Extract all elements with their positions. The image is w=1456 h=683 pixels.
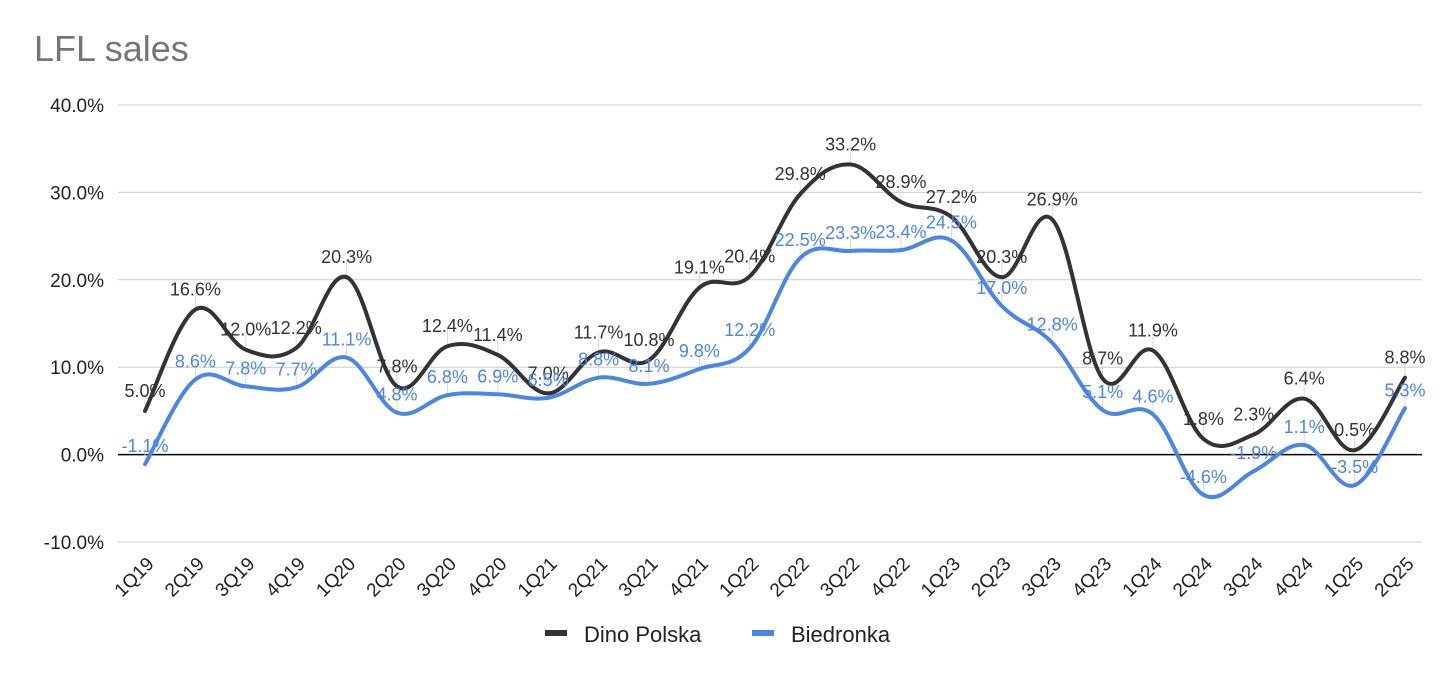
data-label-biedronka: 24.5% — [926, 212, 977, 232]
y-tick-label: 30.0% — [50, 183, 104, 204]
data-label-dino-polska: 12.4% — [422, 316, 473, 336]
data-label-biedronka: 5.3% — [1384, 380, 1425, 400]
x-tick-label: 4Q22 — [867, 554, 915, 602]
data-label-dino-polska: 8.8% — [1384, 348, 1425, 368]
data-label-dino-polska: 11.7% — [574, 322, 624, 342]
x-tick-label: 2Q25 — [1371, 554, 1419, 602]
data-label-dino-polska: 11.4% — [473, 325, 523, 345]
data-label-biedronka: 12.8% — [1027, 315, 1078, 335]
legend-swatch-biedronka[interactable] — [752, 630, 774, 636]
data-label-dino-polska: 2.3% — [1233, 404, 1274, 424]
y-axis-ticks: 40.0% 30.0% 20.0% 10.0% 0.0% -10.0% — [44, 96, 104, 554]
data-label-biedronka: 12.2% — [724, 320, 775, 340]
data-label-biedronka: 1.1% — [1284, 417, 1325, 437]
x-tick-label: 1Q23 — [917, 554, 965, 602]
data-label-biedronka: 4.6% — [1132, 386, 1173, 406]
legend-swatch-dino-polska[interactable] — [545, 630, 567, 636]
data-label-dino-polska: 7.0% — [528, 363, 569, 383]
data-label-dino-polska: 19.1% — [674, 258, 725, 278]
x-axis-ticks: 1Q19 2Q19 3Q19 4Q19 1Q20 2Q20 3Q20 4Q20 1Q21 2Q21… — [111, 553, 1419, 601]
y-tick-label: 10.0% — [50, 358, 104, 379]
data-label-dino-polska: 7.8% — [376, 356, 417, 376]
chart-title: LFL sales — [34, 28, 189, 69]
x-tick-label: 3Q20 — [413, 554, 461, 602]
data-label-dino-polska: 12.0% — [220, 320, 271, 340]
data-label-dino-polska: 20.3% — [321, 247, 372, 267]
y-tick-label: 0.0% — [61, 446, 104, 467]
data-label-dino-polska: 12.2% — [271, 318, 322, 338]
series-line-dino-polska — [143, 162, 1407, 453]
data-label-biedronka: 8.1% — [628, 356, 669, 376]
x-tick-label: 3Q23 — [1018, 554, 1066, 602]
x-tick-label: 3Q24 — [1220, 553, 1268, 601]
data-label-dino-polska: 20.3% — [976, 247, 1027, 267]
data-label-dino-polska: 27.2% — [926, 187, 977, 207]
data-label-dino-polska: 8.7% — [1082, 349, 1123, 369]
data-label-dino-polska: 26.9% — [1027, 189, 1078, 209]
x-tick-label: 2Q23 — [968, 554, 1016, 602]
data-labels: 5.0%16.6%12.0% 12.2%20.3%7.8%12.4% 11.4%7.… — [121, 134, 1425, 486]
x-tick-label: 1Q19 — [111, 554, 159, 602]
x-tick-label: 4Q19 — [262, 554, 310, 602]
data-label-biedronka: 6.9% — [477, 366, 518, 386]
data-label-biedronka: 9.8% — [679, 341, 720, 361]
data-label-dino-polska: 10.8% — [623, 330, 674, 350]
legend: Dino Polska Biedronka — [545, 622, 891, 647]
data-label-dino-polska: 20.4% — [724, 246, 775, 266]
x-tick-label: 2Q22 — [766, 554, 814, 602]
x-tick-label: 1Q24 — [1119, 553, 1167, 601]
data-label-dino-polska: 28.9% — [875, 172, 926, 192]
x-tick-label: 4Q23 — [1068, 554, 1116, 602]
x-tick-label: 3Q22 — [816, 554, 864, 602]
x-tick-label: 4Q24 — [1270, 553, 1318, 601]
data-label-biedronka: 8.8% — [578, 350, 619, 370]
data-label-dino-polska: 33.2% — [825, 134, 876, 154]
data-label-biedronka: 5.1% — [1082, 382, 1123, 402]
series-line-biedronka — [143, 235, 1407, 499]
legend-label-dino-polska[interactable]: Dino Polska — [584, 622, 702, 647]
data-label-biedronka: 17.0% — [976, 278, 1027, 298]
data-label-biedronka: 4.8% — [376, 385, 417, 405]
data-label-biedronka: 11.1% — [322, 330, 372, 350]
x-tick-label: 1Q20 — [312, 554, 360, 602]
x-tick-label: 4Q21 — [665, 554, 713, 602]
data-label-dino-polska: 11.9% — [1128, 321, 1178, 341]
data-label-biedronka: -3.5% — [1331, 457, 1378, 477]
x-tick-label: 1Q22 — [716, 554, 764, 602]
x-tick-label: 2Q24 — [1169, 553, 1217, 601]
data-label-biedronka: 22.5% — [775, 230, 826, 250]
data-label-dino-polska: 1.8% — [1183, 409, 1224, 429]
x-tick-label: 1Q21 — [514, 554, 562, 602]
data-label-dino-polska: 16.6% — [170, 280, 221, 300]
data-label-dino-polska: 6.4% — [1284, 369, 1325, 389]
data-label-biedronka: -1.9% — [1230, 443, 1277, 463]
x-tick-label: 4Q20 — [464, 554, 512, 602]
legend-label-biedronka[interactable]: Biedronka — [791, 622, 891, 647]
y-tick-label: -10.0% — [44, 533, 104, 554]
x-tick-label: 3Q19 — [212, 554, 260, 602]
y-tick-label: 40.0% — [50, 96, 104, 117]
data-label-biedronka: -1.1% — [121, 436, 168, 456]
data-label-dino-polska: 29.8% — [775, 164, 826, 184]
data-label-biedronka: 23.3% — [825, 223, 876, 243]
data-label-biedronka: 6.5% — [528, 370, 569, 390]
series-lines — [143, 162, 1407, 499]
data-label-biedronka: 23.4% — [875, 222, 926, 242]
data-label-dino-polska: 5.0% — [124, 381, 165, 401]
x-tick-label: 1Q25 — [1320, 554, 1368, 602]
x-tick-label: 2Q19 — [161, 554, 209, 602]
data-label-biedronka: 7.8% — [225, 358, 266, 378]
data-label-biedronka: 6.8% — [427, 367, 468, 387]
x-tick-label: 3Q21 — [615, 554, 663, 602]
data-label-biedronka: 7.7% — [276, 359, 317, 379]
data-label-dino-polska: 0.5% — [1334, 420, 1375, 440]
data-label-biedronka: -4.6% — [1180, 467, 1227, 487]
x-tick-label: 2Q21 — [564, 554, 612, 602]
y-tick-label: 20.0% — [50, 271, 104, 292]
x-tick-label: 2Q20 — [363, 554, 411, 602]
data-label-biedronka: 8.6% — [175, 351, 216, 371]
